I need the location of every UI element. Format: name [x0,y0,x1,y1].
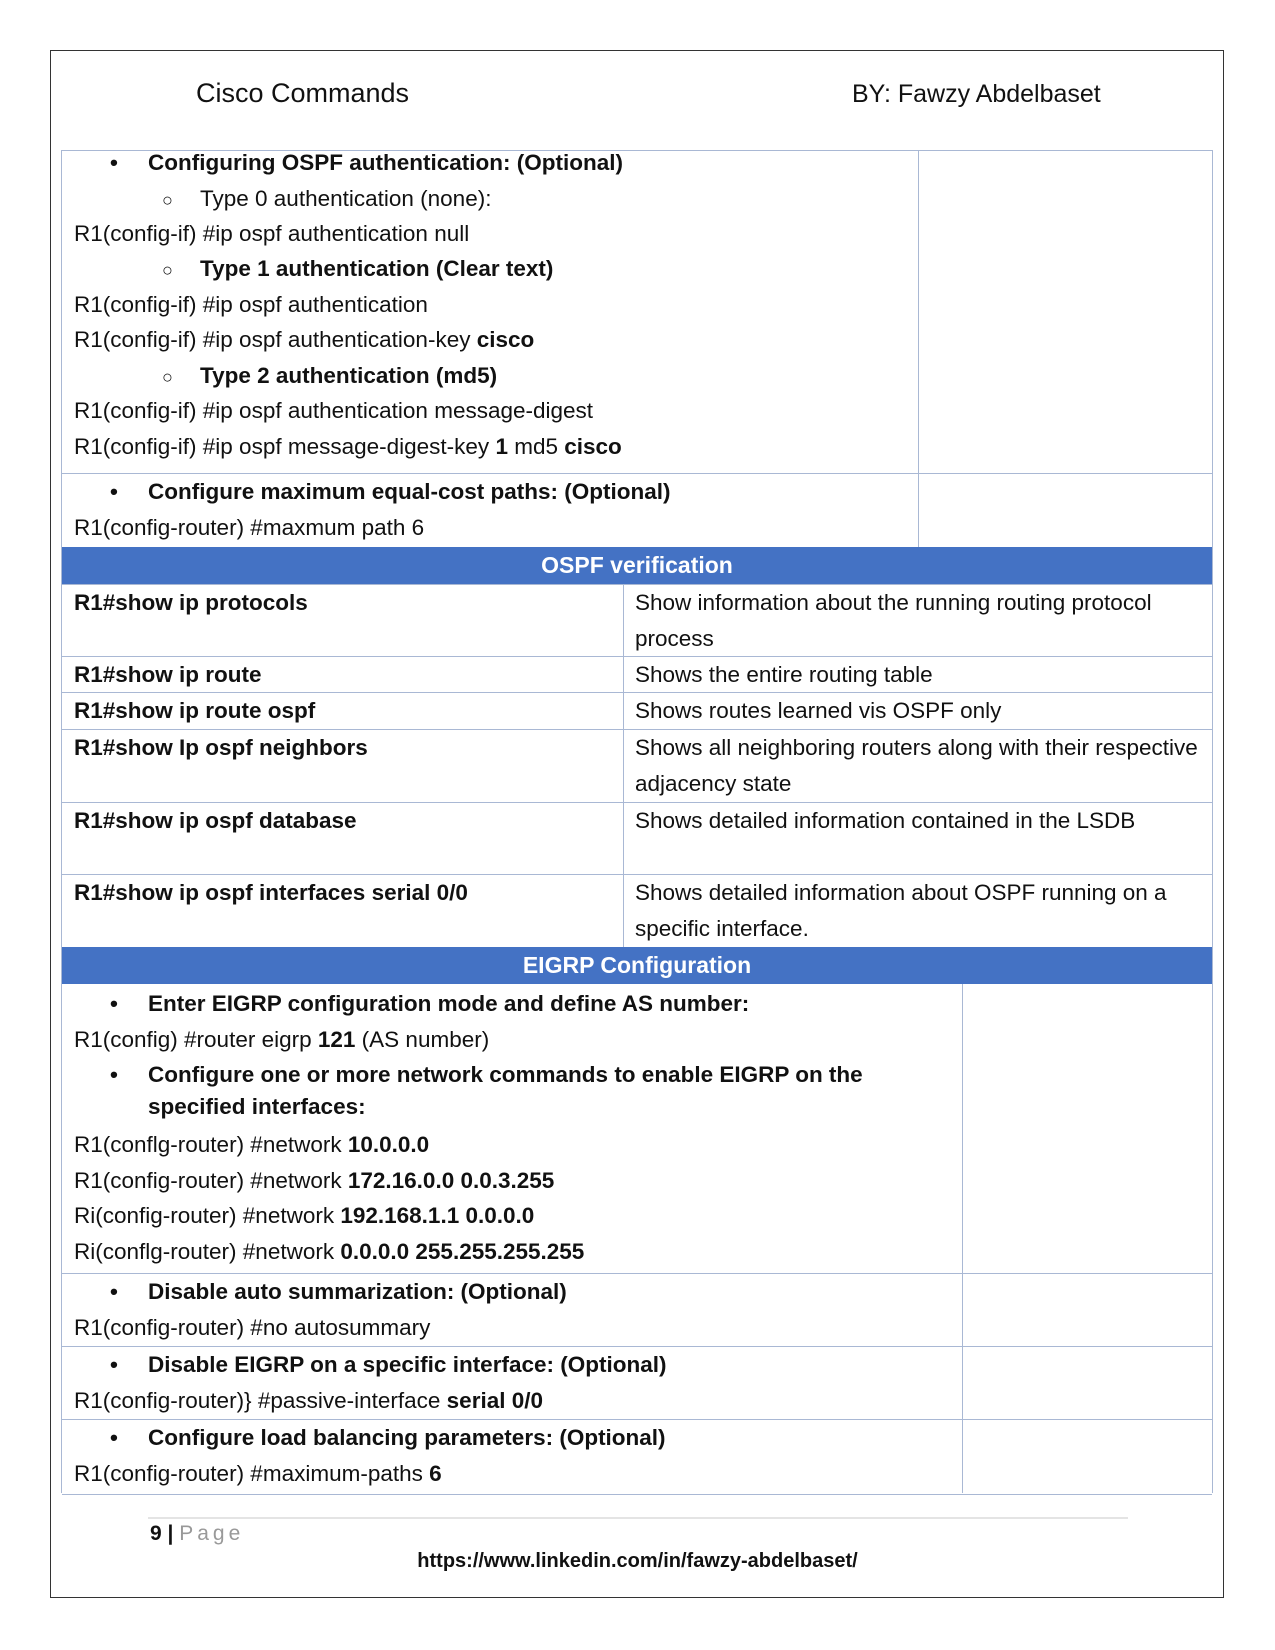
header-title: Cisco Commands [196,78,410,108]
footer-url[interactable]: https://www.linkedin.com/in/fawzy-abdelb… [417,1550,858,1572]
eigrp-network-row: Enter EIGRP configuration mode and defin… [62,984,1212,1273]
verify-row: R1#show ip route ospf Shows routes learn… [62,692,1212,729]
type1-cmd2: R1(config-if) #ip ospf authentication-ke… [74,327,535,352]
type0-label: Type 0 authentication (none): [200,186,492,211]
eigrp-auto-heading: Disable auto summarization: (Optional) [148,1279,567,1304]
eigrp-enter-heading: Enter EIGRP configuration mode and defin… [148,991,750,1016]
ospf-paths-cmd: R1(config-router) #maxmum path 6 [74,515,425,540]
verify-row: R1#show ip protocols Show information ab… [62,584,1212,656]
verify-row: R1#show ip ospf interfaces serial 0/0 Sh… [62,874,1212,947]
type1-cmd1: R1(config-if) #ip ospf authentication [74,292,428,317]
verify-row: R1#show ip route Shows the entire routin… [62,656,1212,692]
type1-label: Type 1 authentication (Clear text) [200,256,554,281]
eigrp-auto-row: Disable auto summarization: (Optional) R… [62,1273,1212,1346]
ospf-auth-row: Configuring OSPF authentication: (Option… [62,145,1212,473]
verify-row: R1#show ip ospf database Shows detailed … [62,802,1212,874]
eigrp-lb-cmd: R1(config-router) #maximum-paths 6 [74,1461,442,1486]
eigrp-lb-row: Configure load balancing parameters: (Op… [62,1419,1212,1495]
ospf-auth-heading: Configuring OSPF authentication: (Option… [148,150,623,175]
page-frame [50,50,1224,1598]
eigrp-passive-cmd: R1(config-router)} #passive-interface se… [74,1388,543,1413]
footer-divider [148,1517,1128,1519]
network-cmd: Ri(config-router) #network 192.168.1.1 0… [74,1203,535,1228]
eigrp-auto-cmd: R1(config-router) #no autosummary [74,1315,431,1340]
page-number: 9 | Page [150,1522,245,1545]
header-author: BY: Fawzy Abdelbaset [852,80,1101,108]
commands-table: Configuring OSPF authentication: (Option… [61,145,1213,1495]
circle-bullet-icon: ○ [162,260,173,280]
circle-bullet-icon: ○ [162,367,173,387]
ospf-paths-heading: Configure maximum equal-cost paths: (Opt… [148,479,671,504]
verify-row: R1#show Ip ospf neighbors Shows all neig… [62,729,1212,802]
network-cmd: Ri(conflg-router) #network 0.0.0.0 255.2… [74,1239,585,1264]
type2-cmd1: R1(config-if) #ip ospf authentication me… [74,398,594,423]
circle-bullet-icon: ○ [162,190,173,210]
eigrp-passive-row: Disable EIGRP on a specific interface: (… [62,1346,1212,1419]
network-cmd: R1(conflg-router) #network 10.0.0.0 [74,1132,430,1157]
eigrp-network-heading: Configure one or more network commands t… [148,1062,863,1119]
eigrp-enter-cmd: R1(config) #router eigrp 121 (AS number) [74,1027,490,1052]
eigrp-lb-heading: Configure load balancing parameters: (Op… [148,1425,666,1450]
type2-label: Type 2 authentication (md5) [200,363,498,388]
type2-cmd2: R1(config-if) #ip ospf message-digest-ke… [74,434,622,459]
ospf-paths-row: Configure maximum equal-cost paths: (Opt… [62,473,1212,547]
eigrp-passive-heading: Disable EIGRP on a specific interface: (… [148,1352,667,1377]
network-cmd: R1(config-router) #network 172.16.0.0 0.… [74,1168,555,1193]
type0-cmd: R1(config-if) #ip ospf authentication nu… [74,221,470,246]
ospf-verification-header: OSPF verification [62,547,1212,584]
eigrp-config-header: EIGRP Configuration [62,947,1212,984]
